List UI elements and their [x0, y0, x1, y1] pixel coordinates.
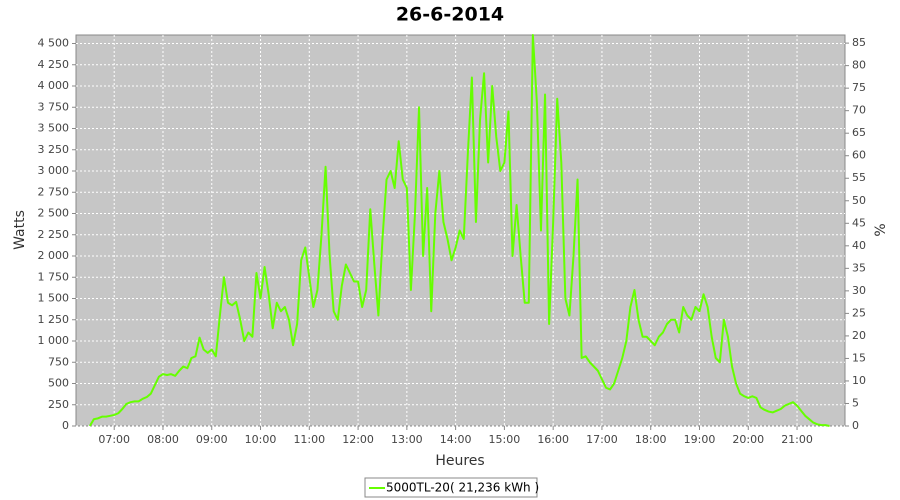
- chart-title: 26-6-2014: [396, 4, 504, 26]
- y2-tick-label: 20: [852, 329, 866, 342]
- y-tick-label: 3 000: [38, 164, 70, 177]
- x-tick-label: 19:00: [684, 433, 716, 446]
- y-tick-label: 3 750: [38, 100, 70, 113]
- y2-tick-label: 60: [852, 149, 866, 162]
- y-tick-label: 2 500: [38, 207, 70, 220]
- y2-axis-label: %: [873, 223, 889, 236]
- y2-tick-label: 85: [852, 36, 866, 49]
- y2-tick-label: 30: [852, 284, 866, 297]
- x-tick-label: 08:00: [147, 433, 179, 446]
- y2-tick-label: 70: [852, 104, 866, 117]
- x-tick-label: 15:00: [489, 433, 521, 446]
- x-tick-label: 21:00: [781, 433, 813, 446]
- y2-tick-label: 50: [852, 194, 866, 207]
- y2-tick-label: 75: [852, 81, 866, 94]
- y-axis-label: Watts: [12, 210, 28, 250]
- x-tick-label: 09:00: [196, 433, 228, 446]
- y2-tick-label: 10: [852, 374, 866, 387]
- x-tick-label: 18:00: [635, 433, 667, 446]
- y-tick-label: 1 000: [38, 334, 70, 347]
- y-tick-label: 4 000: [38, 79, 70, 92]
- y-tick-label: 1 250: [38, 313, 70, 326]
- y2-tick-label: 0: [852, 419, 859, 432]
- y2-tick-label: 35: [852, 261, 866, 274]
- y2-tick-label: 55: [852, 171, 866, 184]
- y-tick-label: 0: [62, 419, 69, 432]
- y2-tick-label: 15: [852, 351, 866, 364]
- x-tick-label: 13:00: [391, 433, 423, 446]
- y2-tick-label: 80: [852, 59, 866, 72]
- x-tick-label: 14:00: [440, 433, 472, 446]
- x-tick-label: 07:00: [98, 433, 130, 446]
- y-tick-label: 500: [48, 377, 69, 390]
- x-axis-label: Heures: [435, 453, 484, 469]
- legend-box: [364, 477, 538, 498]
- y2-tick-label: 5: [852, 396, 859, 409]
- legend-label: 5000TL-20( 21,236 kWh ): [386, 481, 539, 495]
- y-tick-label: 2 000: [38, 249, 70, 262]
- y-tick-label: 250: [48, 398, 69, 411]
- y2-tick-label: 40: [852, 239, 866, 252]
- y-tick-label: 2 250: [38, 228, 70, 241]
- x-tick-label: 16:00: [537, 433, 569, 446]
- x-tick-label: 10:00: [245, 433, 277, 446]
- y-tick-label: 1 500: [38, 292, 70, 305]
- y-tick-label: 2 750: [38, 185, 70, 198]
- x-tick-label: 17:00: [586, 433, 618, 446]
- y-tick-label: 1 750: [38, 270, 70, 283]
- x-tick-label: 12:00: [342, 433, 374, 446]
- y2-tick-label: 25: [852, 306, 866, 319]
- y-tick-label: 4 500: [38, 37, 70, 50]
- y-tick-label: 4 250: [38, 58, 70, 71]
- y2-tick-label: 65: [852, 126, 866, 139]
- y-tick-label: 3 250: [38, 143, 70, 156]
- y-tick-label: 750: [48, 355, 69, 368]
- y-tick-label: 3 500: [38, 122, 70, 135]
- series-line: [88, 34, 830, 427]
- y2-tick-label: 45: [852, 216, 866, 229]
- x-tick-label: 11:00: [293, 433, 325, 446]
- x-tick-label: 20:00: [732, 433, 764, 446]
